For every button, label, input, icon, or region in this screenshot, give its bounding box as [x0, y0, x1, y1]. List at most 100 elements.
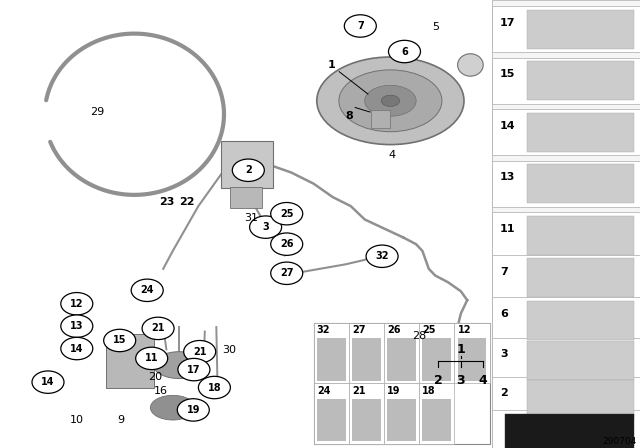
Text: 14: 14	[41, 377, 55, 387]
Circle shape	[136, 347, 168, 370]
Ellipse shape	[317, 57, 464, 145]
Text: 5: 5	[432, 22, 438, 32]
Circle shape	[344, 15, 376, 37]
Text: 26: 26	[387, 325, 401, 335]
Ellipse shape	[150, 396, 195, 420]
Text: 8: 8	[346, 112, 353, 121]
Circle shape	[271, 233, 303, 255]
Text: 2: 2	[500, 388, 508, 398]
Circle shape	[104, 329, 136, 352]
Bar	[349, 323, 384, 383]
Text: 21: 21	[193, 347, 207, 357]
Text: 19: 19	[186, 405, 200, 415]
Text: 3: 3	[500, 349, 508, 359]
Bar	[492, 109, 640, 155]
Text: 32: 32	[317, 325, 330, 335]
Circle shape	[388, 40, 420, 63]
Text: 1: 1	[456, 343, 465, 356]
Text: 18: 18	[207, 383, 221, 392]
Bar	[492, 297, 640, 343]
Text: 22: 22	[179, 198, 195, 207]
Text: 290704: 290704	[602, 437, 637, 446]
Bar	[492, 338, 640, 383]
Text: 19: 19	[387, 386, 401, 396]
Text: 11: 11	[500, 224, 515, 234]
Bar	[317, 399, 346, 441]
Text: 12: 12	[70, 299, 84, 309]
Bar	[492, 58, 640, 104]
Circle shape	[232, 159, 264, 181]
Bar	[314, 383, 349, 444]
Text: 6: 6	[401, 47, 408, 56]
Bar	[492, 212, 640, 258]
Text: 11: 11	[145, 353, 159, 363]
Text: 3: 3	[456, 374, 465, 387]
Bar	[527, 9, 634, 48]
Bar	[492, 6, 640, 52]
Bar	[314, 323, 349, 383]
Text: 14: 14	[500, 121, 515, 131]
Text: 32: 32	[375, 251, 389, 261]
Circle shape	[178, 358, 210, 381]
Text: 13: 13	[500, 172, 515, 182]
Text: 1: 1	[328, 60, 335, 70]
Circle shape	[32, 371, 64, 393]
Bar	[422, 399, 451, 441]
Bar	[387, 339, 416, 381]
Text: 24: 24	[317, 386, 330, 396]
Bar	[458, 339, 486, 381]
Bar	[492, 254, 640, 301]
Text: 7: 7	[357, 21, 364, 31]
Text: 3: 3	[262, 222, 269, 232]
Bar	[492, 376, 640, 423]
Bar	[221, 141, 273, 188]
Text: 15: 15	[500, 69, 515, 79]
Text: 15: 15	[113, 336, 127, 345]
Bar	[492, 0, 640, 448]
Ellipse shape	[381, 95, 399, 107]
Circle shape	[366, 245, 398, 267]
Ellipse shape	[365, 85, 416, 116]
Bar	[384, 383, 419, 444]
Bar	[527, 61, 634, 100]
Bar	[492, 410, 640, 448]
Text: 27: 27	[280, 268, 294, 278]
Text: 26: 26	[280, 239, 294, 249]
Bar	[527, 301, 634, 340]
Circle shape	[198, 376, 230, 399]
Bar	[317, 339, 346, 381]
Circle shape	[271, 262, 303, 284]
Circle shape	[177, 399, 209, 421]
Circle shape	[184, 340, 216, 363]
Bar	[384, 323, 419, 383]
Ellipse shape	[154, 352, 205, 379]
Text: 10: 10	[70, 415, 84, 425]
Text: 21: 21	[352, 386, 365, 396]
Bar	[419, 323, 454, 383]
Bar	[387, 399, 416, 441]
Text: 9: 9	[116, 415, 124, 425]
Text: 28: 28	[412, 331, 426, 341]
Bar	[527, 341, 634, 380]
Circle shape	[131, 279, 163, 302]
Text: 7: 7	[500, 267, 508, 276]
Text: 14: 14	[70, 344, 84, 353]
Circle shape	[250, 216, 282, 238]
Text: 17: 17	[500, 18, 515, 28]
Bar	[371, 110, 390, 128]
Bar	[314, 323, 490, 444]
Bar	[527, 258, 634, 297]
Text: 17: 17	[187, 365, 201, 375]
Text: 25: 25	[280, 209, 294, 219]
Text: 30: 30	[222, 345, 236, 355]
Bar	[527, 112, 634, 151]
Text: 20: 20	[148, 372, 162, 382]
Bar	[492, 161, 640, 207]
Bar	[349, 383, 384, 444]
Ellipse shape	[458, 54, 483, 76]
Text: 29: 29	[90, 107, 104, 117]
Text: 2: 2	[245, 165, 252, 175]
Circle shape	[271, 202, 303, 225]
Circle shape	[61, 337, 93, 360]
Text: 6: 6	[500, 309, 508, 319]
